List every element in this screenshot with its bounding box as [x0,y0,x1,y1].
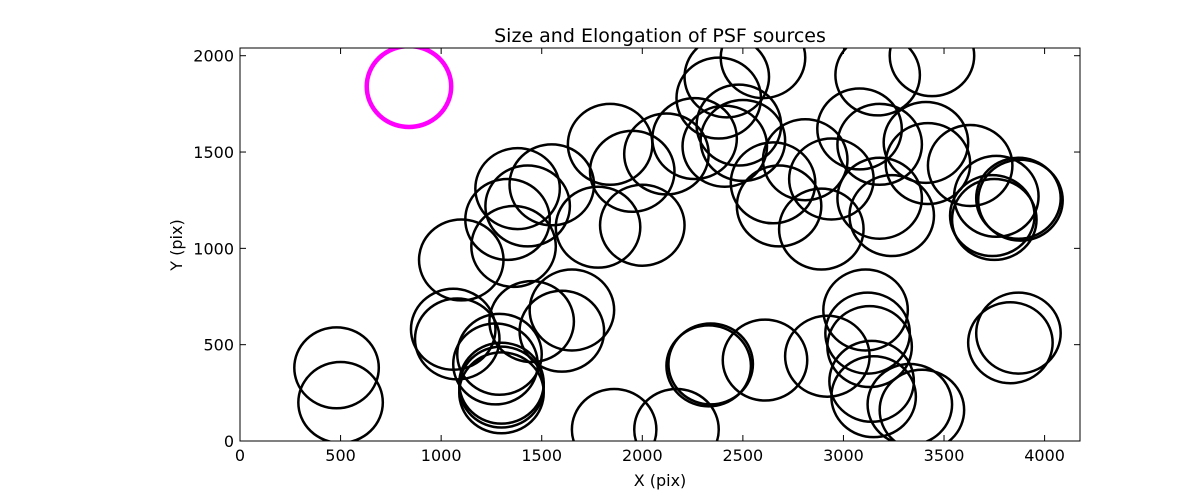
psf-source-circle-45 [826,304,914,389]
psf-source-circle-1 [293,326,381,410]
x-tick-label-1500: 1500 [521,446,562,465]
psf-source-circle-28 [667,322,755,406]
psf-source-circle-23 [598,183,686,267]
x-tick-label-3000: 3000 [823,446,864,465]
ticks-layer: 0 500 1000 1500 2000 2500 3000 3500 4000 0 500 1000… [193,47,1080,465]
psf-source-circle-43 [822,268,910,352]
psf-source-circle-17 [518,289,606,373]
psf-source-circle-14 [484,164,572,248]
psf-source-circle-2 [297,360,385,441]
psf-source-circle-10 [458,351,545,435]
psf-source-circle-48 [834,48,922,117]
psf-source-circle-50 [836,156,924,240]
psf-source-circle-16 [508,143,596,227]
psf-source-circle-21 [570,387,658,441]
psf-source-circle-38 [761,118,849,202]
psf-source-circle-34 [719,48,807,100]
psf-source-circle-7 [455,312,543,397]
psf-source-circle-18 [528,268,616,352]
psf-source-circle-52 [866,362,954,441]
psf-source-circle-33 [699,98,787,183]
plot-frame [239,47,1081,442]
psf-source-circle-15 [488,279,576,364]
y-tick-label-1000: 1000 [193,239,234,258]
psf-source-circle-60 [952,154,1040,239]
psf-source-circle-49 [836,102,924,187]
psf-source-circle-13 [474,146,562,231]
psf-source-circle-63 [974,156,1062,240]
psf-source-circle-26 [651,96,739,181]
y-tick-label-2000: 2000 [193,47,234,66]
y-tick-label-500: 500 [203,336,234,355]
psf-source-circle-27 [665,324,753,408]
psf-source-circle-53 [878,368,966,441]
psf-source-circle-12 [470,204,558,289]
psf-source-circle-59 [950,177,1038,262]
x-tick-label-1000: 1000 [421,446,462,465]
y-tick-label-1500: 1500 [193,143,234,162]
psf-source-circle-35 [721,318,809,402]
psf-source-circle-54 [882,100,970,185]
y-tick-label-0: 0 [224,432,234,451]
x-tick-label-2500: 2500 [723,446,764,465]
psf-source-circle-42 [816,87,904,171]
sources-layer [293,48,1064,441]
psf-source-circle-11 [464,177,552,262]
chart-title: Size and Elongation of PSF sources [494,25,826,47]
psf-source-circle-56 [888,48,976,98]
psf-source-circle-47 [830,354,918,439]
x-tick-label-0: 0 [235,446,245,465]
psf-source-circle-31 [683,48,771,119]
psf-source-circle-30 [681,104,769,188]
x-tick-label-500: 500 [325,446,356,465]
psf-source-circle-39 [777,187,865,271]
psf-source-circle-57 [926,123,1014,208]
x-axis-label: X (pix) [634,471,687,490]
psf-source-circle-62 [974,291,1062,375]
psf-source-circle-61 [966,301,1054,385]
x-tick-label-2000: 2000 [622,446,663,465]
x-tick-label-3500: 3500 [924,446,965,465]
psf-source-circle-37 [735,164,823,248]
x-tick-label-4000: 4000 [1024,446,1065,465]
psf-source-circle-64 [976,158,1064,242]
psf-source-circle-19 [554,185,642,269]
psf-source-circle-51 [848,173,936,258]
y-axis-label: Y (pix) [167,219,186,271]
highlighted-source-circle [364,48,454,130]
